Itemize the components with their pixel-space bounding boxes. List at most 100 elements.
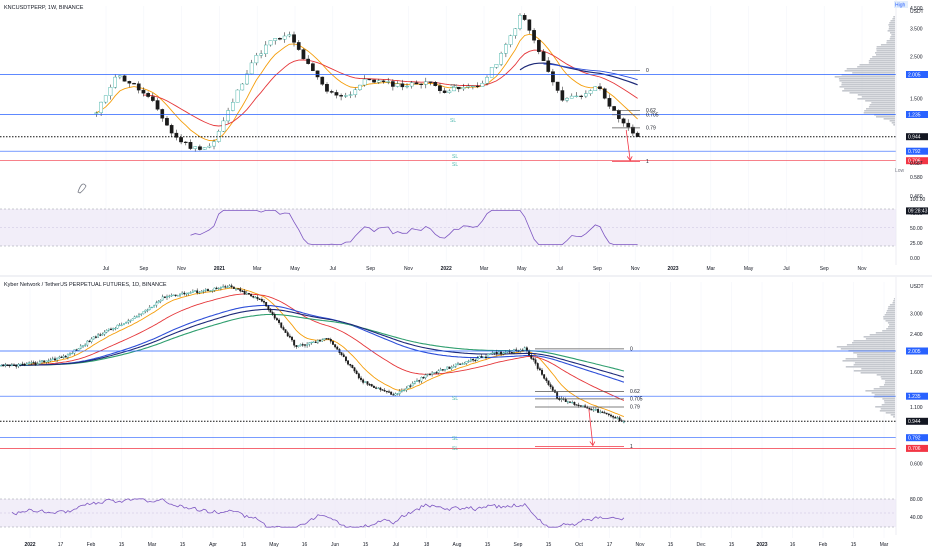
volume-profile-bar [886, 328, 895, 330]
candle-down [60, 356, 63, 359]
candle-up [138, 314, 141, 317]
candle-down [215, 287, 218, 290]
candle-down [388, 391, 390, 393]
price-tag-label: 0.792 [908, 436, 921, 442]
candle-down [549, 384, 552, 388]
candle-down [569, 401, 571, 403]
fib-level-label: 0 [630, 346, 633, 352]
rsi-line [190, 210, 638, 245]
time-tick-label: Nov [631, 266, 640, 272]
candle-down [527, 19, 532, 31]
candle-up [131, 318, 134, 321]
top-price-axis[interactable]: USDT High Low 4.500 3.500 2.500 2.005 1.500 1… [894, 0, 928, 265]
candle-down [351, 365, 354, 368]
price-tick-label: 0.600 [910, 462, 923, 468]
fib-level-label: 1 [646, 159, 649, 165]
volume-profile-bar [886, 312, 895, 314]
fib-level-label: 0.79 [646, 125, 656, 131]
candle-up [150, 306, 153, 309]
candle-down [372, 79, 376, 83]
candle-down [265, 302, 268, 307]
volume-profile-bar [891, 34, 895, 36]
volume-profile-bar [869, 334, 895, 336]
time-tick-label: Sep [593, 266, 602, 272]
time-tick-label: Jul [103, 266, 109, 272]
top-time-axis[interactable]: Jul Sep Nov 2021 Mar May Jul Sep Nov 2022 Mar May Ju… [103, 266, 867, 272]
candle-down [441, 369, 444, 371]
candle-up [504, 44, 508, 54]
candle-down [278, 38, 282, 40]
volume-profile-bar [880, 376, 895, 378]
candle-down [319, 340, 321, 342]
fib-level-label: 1 [630, 444, 633, 450]
candle-up [159, 300, 162, 302]
top-fib-levels[interactable]: 0 0.620.705 0.79 1 [612, 68, 659, 165]
rsi-tick-label: 0.00 [910, 256, 920, 262]
candle-down [621, 118, 626, 124]
price-tag-label: 1.235 [908, 394, 921, 400]
candle-up [439, 369, 442, 371]
ema-red-line [1, 293, 625, 401]
candle-up [228, 285, 231, 288]
bottom-time-axis[interactable]: 2022 17 Feb 15 Mar 15 Apr 15 May 16 Jun 15 Jul 18 Aug 1… [24, 542, 888, 548]
candle-down [605, 412, 608, 415]
candle-up [358, 84, 362, 90]
candle-up [166, 296, 169, 298]
candle-down [541, 51, 546, 62]
volume-profile-bar [872, 56, 895, 58]
volume-profile-bar [857, 94, 895, 96]
volume-profile-bar [888, 306, 895, 308]
candle-down [150, 96, 155, 101]
candle-up [599, 411, 602, 413]
candle-down [392, 394, 395, 396]
time-tick-label: Sep [366, 266, 375, 272]
time-tick-label: Mar [706, 266, 715, 272]
candle-down [174, 294, 177, 296]
candle-down [534, 359, 537, 364]
candle-up [499, 53, 503, 65]
candle-up [485, 77, 489, 84]
volume-profile-bar [869, 104, 895, 106]
time-tick-label: Jul [393, 542, 399, 548]
bottom-fib-levels[interactable]: 0 0.620.705 0.79 1 [535, 346, 643, 450]
bottom-price-axis[interactable]: USDT 3.000 2.400 2.005 1.600 1.235 1.100 0.944… [895, 207, 928, 535]
candle-down [306, 58, 310, 64]
volume-profile-bar [879, 410, 895, 412]
candle-up [219, 286, 222, 289]
candle-down [206, 289, 209, 291]
bottom-candles [0, 283, 625, 424]
bottom-chart-panel[interactable]: Kyber Network / TetherUS PERPETUAL FUTUR… [0, 207, 928, 548]
candle-down [241, 290, 244, 292]
volume-profile-bar [865, 390, 895, 392]
volume-profile-bar [890, 414, 895, 416]
price-tag-label: 0.706 [908, 446, 921, 452]
candle-up [489, 353, 492, 355]
candle-up [592, 409, 595, 411]
candle-up [321, 339, 324, 342]
candle-down [522, 14, 527, 20]
candle-down [247, 293, 250, 295]
top-horizontal-levels[interactable]: SH SL SL SL [0, 74, 896, 169]
candle-down [414, 82, 419, 85]
candle-down [579, 95, 583, 98]
candle-down [381, 80, 386, 82]
candle-down [385, 390, 388, 393]
candle-up [202, 290, 205, 292]
time-tick-label: 15 [668, 542, 674, 548]
volume-profile-bar [891, 122, 895, 124]
volume-profile-bar [880, 44, 895, 46]
time-tick-label: May [744, 266, 754, 272]
volume-profile-bar [868, 60, 895, 62]
candle-down [381, 389, 384, 391]
candle-up [142, 311, 145, 315]
candle-up [254, 55, 259, 64]
time-tick-label: Aug [453, 542, 462, 548]
candle-down [428, 81, 433, 83]
bottom-horizontal-levels[interactable]: SL SL SL [0, 350, 896, 452]
candle-down [311, 63, 315, 71]
candle-down [635, 132, 640, 137]
candle-up [282, 35, 287, 40]
rsi-tick-label: 80.00 [910, 497, 923, 503]
